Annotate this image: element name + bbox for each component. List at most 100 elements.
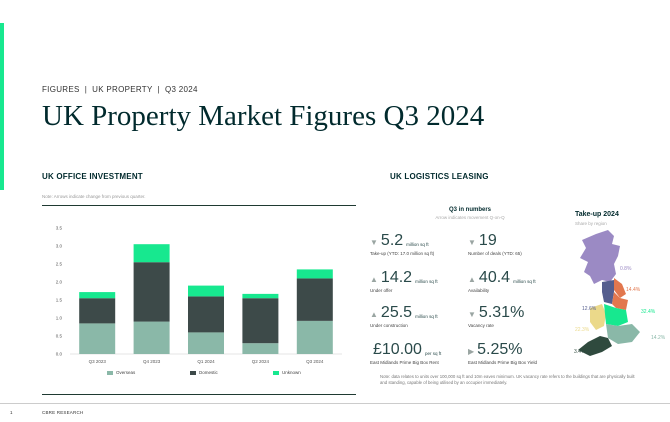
y-tick-label: 3.0 xyxy=(56,244,63,249)
metric-label: Availability xyxy=(468,288,490,293)
bar-segment-unknown xyxy=(133,244,170,263)
q3-subheading: Arrow indicates movement Q-on-Q xyxy=(435,215,505,220)
bar-segment-domestic xyxy=(242,298,279,344)
metric-item: £10.00 per sq ft East Midlands Prime Big B… xyxy=(370,342,465,366)
bar-segment-overseas xyxy=(79,323,116,354)
legend-label: Overseas xyxy=(116,370,136,375)
trend-arrow-icon: ▼ xyxy=(468,310,476,319)
y-tick-label: 2.5 xyxy=(56,262,63,267)
trend-arrow-icon: ▲ xyxy=(468,275,476,284)
bar-segment-unknown xyxy=(79,292,116,299)
legend-swatch xyxy=(273,370,279,375)
region-wales xyxy=(590,304,606,330)
region-pct-label: 0.8% xyxy=(620,266,632,272)
x-tick-label: Q1 2024 xyxy=(197,359,215,364)
takeup-title: Take-up 2024 xyxy=(575,211,619,218)
bar-segment-overseas xyxy=(242,343,279,354)
metric-value: 5.2 xyxy=(380,232,404,249)
bar-segment-unknown xyxy=(296,269,333,279)
metric-row: ▼ 19 xyxy=(468,233,563,249)
bar-segment-domestic xyxy=(79,298,116,324)
x-tick-label: Q2 2024 xyxy=(252,359,270,364)
bar-segment-domestic xyxy=(133,262,170,322)
bar-segment-unknown xyxy=(188,285,224,297)
region-pct-label: 14.2% xyxy=(651,335,666,341)
metric-label: East Midlands Prime Big Box Rent xyxy=(370,360,439,365)
region-scotland xyxy=(580,230,620,284)
legend-unknown: Unknown xyxy=(273,370,301,375)
metric-row: ▲ 14.2 million sq ft xyxy=(370,270,465,286)
metric-item: ▶ 5.25% East Midlands Prime Big Box Yield xyxy=(468,342,563,366)
legend-label: Domestic xyxy=(199,370,218,375)
metric-label: Number of deals (YTD: 65) xyxy=(468,251,522,256)
region-pct-label: 22.3% xyxy=(575,327,590,333)
y-tick-label: 1.0 xyxy=(56,316,63,321)
x-tick-label: Q3 2023 xyxy=(89,359,107,364)
metric-value: 25.5 xyxy=(380,304,413,321)
metric-value: 5.25% xyxy=(477,341,523,358)
metric-row: ▼ 5.2 million sq ft xyxy=(370,233,465,249)
region-south-west xyxy=(578,336,612,356)
office-section-title: UK OFFICE INVESTMENT xyxy=(42,172,143,181)
region-pct-label: 3.4% xyxy=(574,349,586,355)
metric-row: £10.00 per sq ft xyxy=(370,342,465,358)
y-tick-label: 0.0 xyxy=(56,352,63,357)
x-tick-label: Q3 2024 xyxy=(306,359,324,364)
region-midlands xyxy=(604,304,628,326)
page-title: UK Property Market Figures Q3 2024 xyxy=(42,100,485,132)
metric-row: ▶ 5.25% xyxy=(468,342,563,358)
footer-label: CBRE RESEARCH xyxy=(42,410,84,415)
metric-row: ▼ 5.31% xyxy=(468,305,563,321)
metric-unit: million sq ft xyxy=(415,313,438,319)
metric-row: ▲ 25.5 million sq ft xyxy=(370,305,465,321)
metric-label: Under offer xyxy=(370,288,393,293)
metric-item: ▲ 40.4 million sq ft Availability xyxy=(468,270,563,294)
metric-item: ▼ 5.2 million sq ft Take-up (YTD: 17.0 mill… xyxy=(370,233,465,257)
trend-arrow-icon: ▲ xyxy=(370,310,378,319)
q3-heading: Q3 in numbers xyxy=(448,207,491,213)
metric-unit: million sq ft xyxy=(513,278,536,284)
region-north-east xyxy=(614,278,626,298)
office-note: Note: Arrows indicate change from previo… xyxy=(42,194,146,199)
metric-value: £10.00 xyxy=(373,341,422,358)
metric-unit: per sq ft xyxy=(424,350,442,356)
x-tick-label: Q4 2023 xyxy=(143,359,161,364)
metric-label: Under construction xyxy=(370,323,408,328)
region-north-west xyxy=(602,280,614,304)
region-pct-label: 32.4% xyxy=(641,309,656,315)
y-tick-label: 3.5 xyxy=(56,226,63,231)
metric-row: ▲ 40.4 million sq ft xyxy=(468,270,563,286)
metric-value: 14.2 xyxy=(380,269,413,286)
metric-unit: million sq ft xyxy=(415,278,438,284)
legend-overseas: Overseas xyxy=(107,370,135,375)
uk-region-map xyxy=(578,230,640,356)
office-investment-chart: 0.0 0.5 1.0 1.5 2.0 2.5 3.0 3.5 Q3 2023 Q4 2023 Q1… xyxy=(56,226,342,364)
footer-rule xyxy=(0,403,670,404)
region-yorkshire xyxy=(612,292,628,310)
page-number: 1 xyxy=(10,410,13,415)
region-pct-label: 12.6% xyxy=(582,306,597,312)
metric-label: East Midlands Prime Big Box Yield xyxy=(468,360,538,365)
eyebrow: FIGURES | UK PROPERTY | Q3 2024 xyxy=(42,85,198,94)
trend-arrow-icon: ▶ xyxy=(468,347,475,356)
metric-value: 5.31% xyxy=(478,304,525,321)
metric-unit: million sq ft xyxy=(406,241,429,247)
trend-arrow-icon: ▲ xyxy=(370,275,378,284)
metric-label: Vacancy rate xyxy=(468,323,494,328)
metric-value: 40.4 xyxy=(478,269,511,286)
accent-bar xyxy=(0,23,4,190)
bar-segment-overseas xyxy=(133,321,170,354)
legend-label: Unknown xyxy=(282,370,301,375)
bar-segment-domestic xyxy=(188,296,224,333)
logistics-section-title: UK LOGISTICS LEASING xyxy=(390,172,489,181)
y-tick-label: 1.5 xyxy=(56,298,63,303)
bar-segment-domestic xyxy=(296,278,333,321)
logistics-note: Note: data relates to units over 100,000… xyxy=(380,374,635,385)
y-tick-label: 0.5 xyxy=(56,334,63,339)
legend-swatch xyxy=(190,370,196,375)
trend-arrow-icon: ▼ xyxy=(468,238,476,247)
legend-domestic: Domestic xyxy=(190,370,218,375)
office-top-rule xyxy=(42,205,356,206)
metric-label: Take-up (YTD: 17.0 million sq ft) xyxy=(370,251,435,256)
metric-item: ▼ 19 Number of deals (YTD: 65) xyxy=(468,233,563,257)
